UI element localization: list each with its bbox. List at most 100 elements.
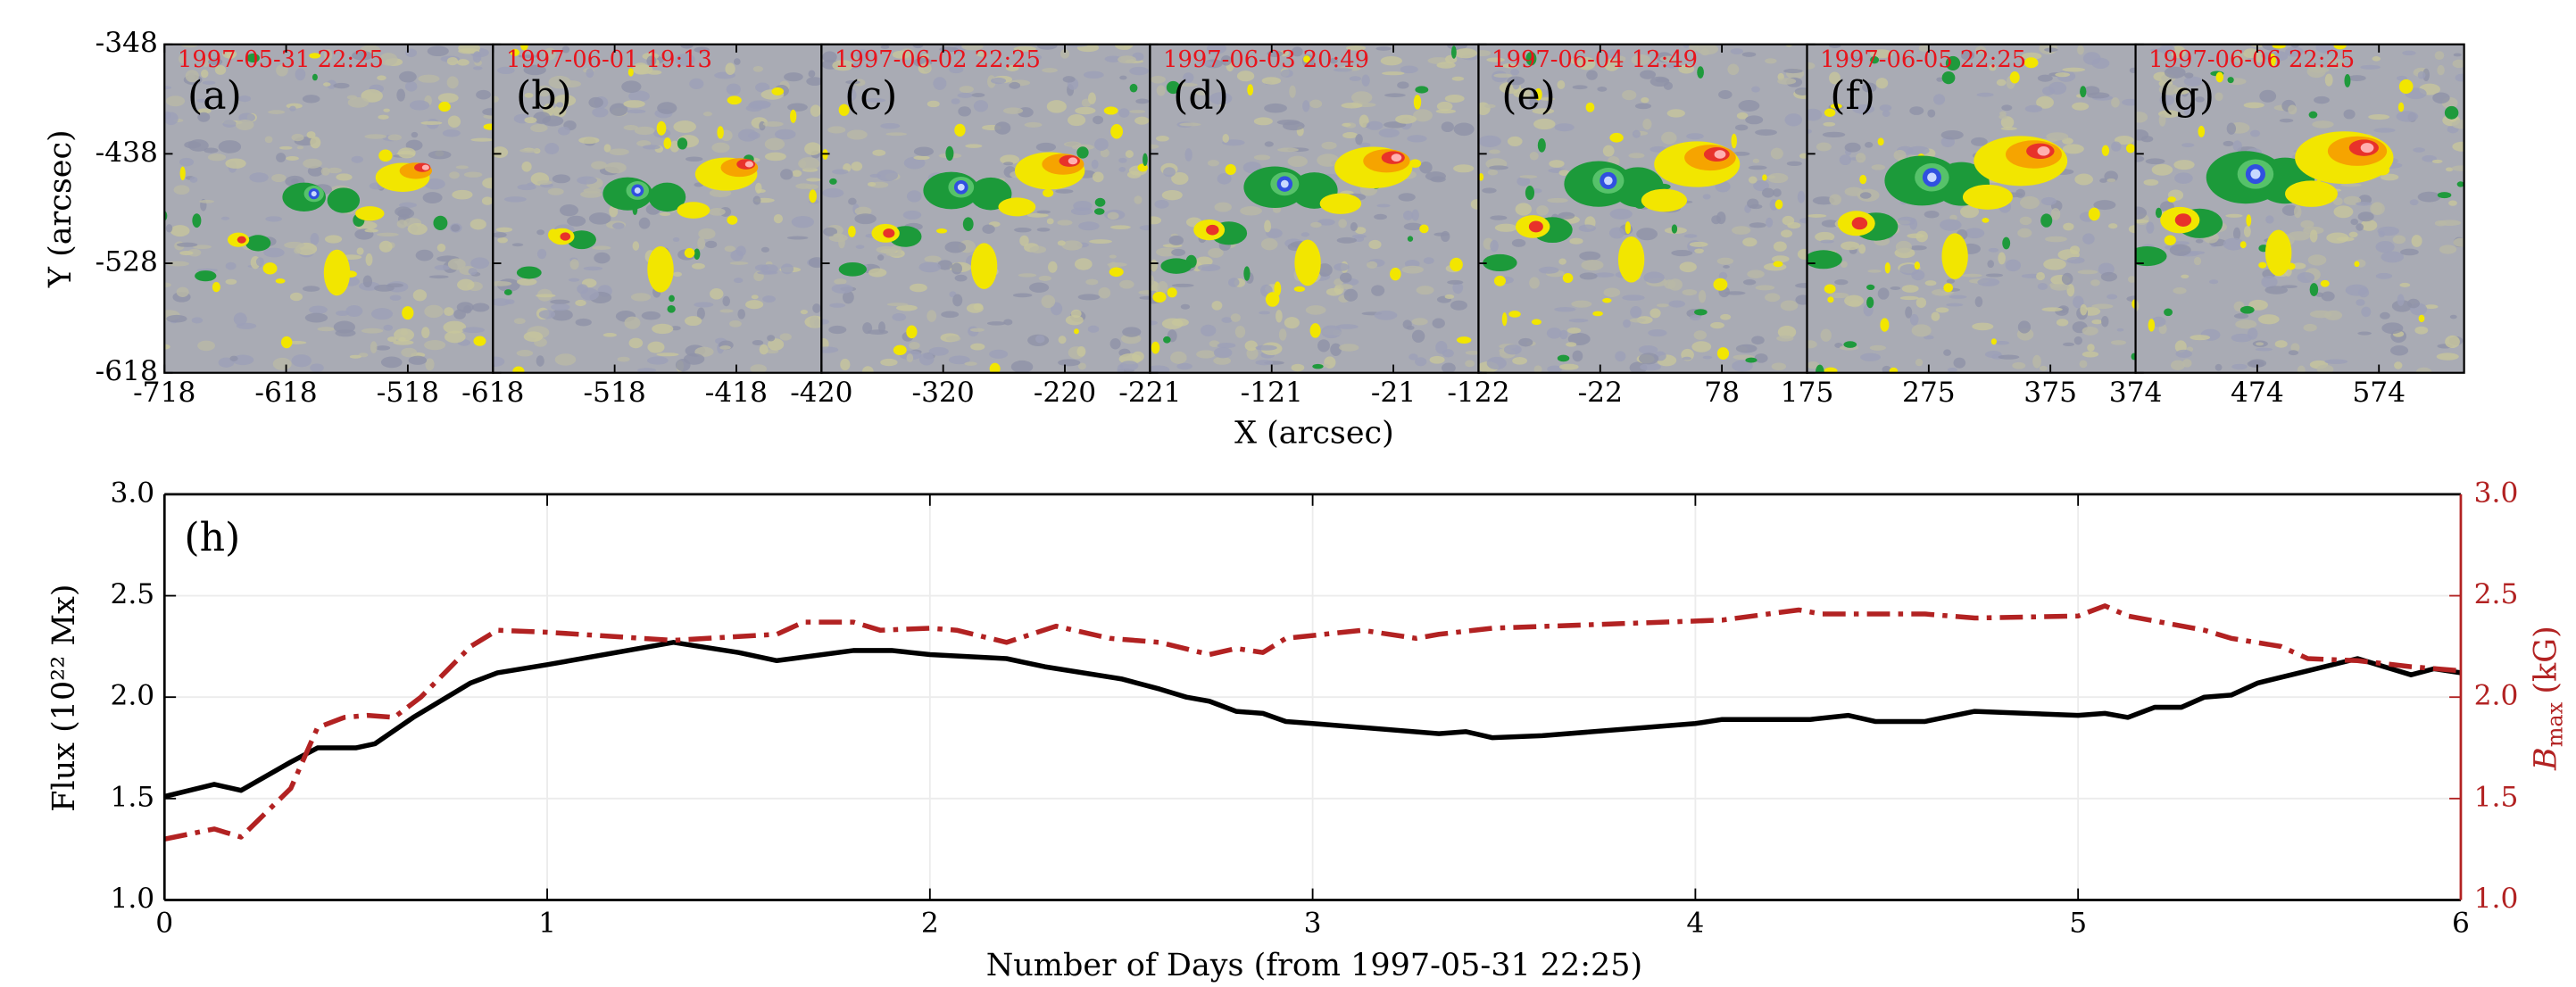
speckle bbox=[906, 325, 918, 339]
speckle bbox=[1936, 77, 1944, 82]
speckle bbox=[1171, 171, 1189, 186]
speckle bbox=[558, 126, 570, 136]
speckle bbox=[2248, 299, 2268, 311]
magnetic-feature bbox=[677, 202, 710, 219]
speckle bbox=[1057, 220, 1073, 226]
speckle bbox=[1150, 320, 1158, 326]
speckle bbox=[164, 344, 170, 350]
speckle bbox=[779, 333, 792, 341]
speckle bbox=[389, 294, 402, 301]
magnetogram bbox=[821, 44, 1151, 373]
speckle bbox=[1503, 344, 1522, 355]
speckle bbox=[680, 44, 694, 49]
speckle bbox=[2258, 261, 2267, 269]
speckle bbox=[1996, 79, 2007, 87]
speckle bbox=[2062, 67, 2086, 72]
speckle bbox=[164, 282, 171, 288]
speckle bbox=[1076, 346, 1086, 357]
speckle bbox=[444, 307, 454, 317]
speckle bbox=[225, 261, 237, 270]
speckle bbox=[810, 104, 821, 117]
speckle bbox=[1879, 104, 1892, 112]
speckle bbox=[286, 155, 299, 162]
timestamp: 1997-06-02 22:25 bbox=[835, 46, 1041, 73]
speckle bbox=[536, 229, 545, 236]
speckle bbox=[1060, 49, 1070, 59]
magnetic-feature bbox=[245, 235, 271, 252]
speckle bbox=[1823, 121, 1836, 127]
speckle bbox=[1243, 266, 1251, 281]
y-tick-label: 1.5 bbox=[110, 781, 154, 813]
speckle bbox=[647, 356, 669, 365]
speckle bbox=[1109, 267, 1124, 278]
speckle bbox=[764, 137, 785, 151]
speckle bbox=[276, 153, 287, 162]
speckle bbox=[552, 174, 571, 184]
timestamp: 1997-06-05 22:25 bbox=[1820, 46, 2026, 73]
speckle bbox=[443, 320, 467, 334]
speckle bbox=[2445, 335, 2460, 349]
speckle bbox=[1994, 341, 2010, 345]
speckle bbox=[317, 327, 336, 332]
speckle bbox=[2041, 86, 2055, 95]
speckle bbox=[752, 66, 764, 72]
speckle bbox=[310, 136, 321, 149]
speckle bbox=[1274, 281, 1282, 296]
speckle bbox=[493, 298, 511, 306]
speckle bbox=[698, 228, 716, 240]
speckle bbox=[1824, 367, 1838, 373]
speckle bbox=[1731, 133, 1737, 149]
speckle bbox=[401, 347, 418, 358]
speckle bbox=[1998, 354, 2020, 360]
speckle bbox=[2223, 140, 2234, 147]
speckle bbox=[1915, 359, 1924, 367]
speckle bbox=[2272, 44, 2286, 49]
speckle bbox=[685, 156, 703, 162]
speckle bbox=[780, 169, 794, 180]
speckle bbox=[349, 354, 361, 359]
speckle bbox=[1098, 286, 1111, 299]
speckle bbox=[1935, 307, 1949, 313]
speckle bbox=[1689, 314, 1701, 321]
speckle bbox=[469, 219, 486, 230]
magnetic-feature bbox=[1641, 188, 1688, 212]
speckle bbox=[626, 109, 646, 114]
speckle bbox=[272, 357, 292, 370]
speckle bbox=[1171, 318, 1189, 327]
speckle bbox=[536, 248, 547, 260]
speckle bbox=[737, 129, 758, 142]
speckle bbox=[1807, 213, 1827, 218]
speckle bbox=[717, 126, 724, 139]
magnetic-feature bbox=[970, 243, 998, 289]
speckle bbox=[719, 345, 731, 350]
speckle bbox=[2131, 352, 2136, 361]
speckle bbox=[767, 335, 776, 342]
speckle bbox=[2239, 305, 2255, 314]
speckle bbox=[1107, 262, 1127, 267]
speckle bbox=[2291, 262, 2306, 270]
speckle bbox=[862, 322, 873, 335]
speckle bbox=[1511, 238, 1526, 247]
timestamp: 1997-06-04 12:49 bbox=[1492, 46, 1698, 73]
magnetic-feature bbox=[2285, 180, 2338, 207]
speckle bbox=[568, 278, 580, 282]
speckle bbox=[2288, 104, 2298, 115]
speckle bbox=[1877, 137, 1884, 146]
speckle bbox=[854, 213, 877, 225]
speckle bbox=[1333, 68, 1353, 72]
magnetic-feature bbox=[1604, 176, 1613, 186]
speckle bbox=[2392, 235, 2406, 245]
speckle bbox=[1897, 216, 1915, 226]
speckle bbox=[1668, 300, 1685, 308]
speckle bbox=[1201, 324, 1217, 336]
speckle bbox=[623, 125, 639, 131]
speckle bbox=[1002, 107, 1024, 114]
speckle bbox=[222, 120, 237, 128]
speckle bbox=[1517, 176, 1531, 187]
speckle bbox=[1317, 263, 1333, 277]
speckle bbox=[393, 339, 414, 345]
speckle bbox=[840, 358, 851, 371]
speckle bbox=[521, 161, 532, 172]
speckle bbox=[1742, 237, 1757, 247]
speckle bbox=[1230, 313, 1241, 322]
